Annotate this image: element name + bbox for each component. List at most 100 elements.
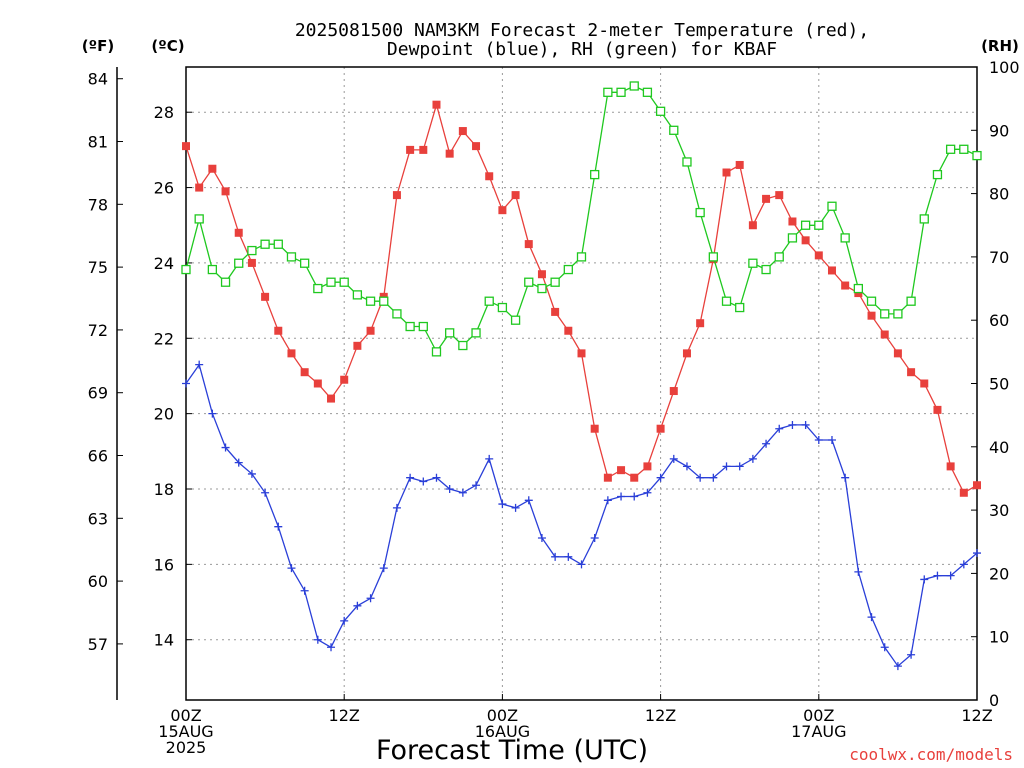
temperature-point (973, 481, 981, 490)
rh-point (234, 258, 244, 268)
temperature-point (498, 206, 507, 215)
x-tick-label: 12Z (961, 706, 992, 725)
dewpoint-point (300, 586, 309, 595)
rh-point (576, 252, 587, 262)
rh-point (906, 296, 916, 306)
rh-point (510, 315, 521, 325)
rh-point (827, 201, 837, 211)
credit-text: coolwx.com/models (849, 745, 1013, 764)
rh-point (655, 106, 666, 116)
rh-point (524, 277, 534, 287)
rh-tick-label: 50 (989, 375, 1009, 394)
rh-point (392, 309, 402, 319)
dewpoint-point (946, 571, 955, 580)
temperature-point (722, 168, 731, 177)
rh-point (181, 264, 191, 275)
celsius-tick-label: 24 (154, 254, 174, 273)
rh-point (286, 252, 297, 262)
dewpoint-point (524, 496, 533, 505)
temperature-point (287, 349, 296, 358)
dewpoint-point (801, 420, 810, 429)
dewpoint-point (432, 473, 441, 482)
temperature-point (603, 473, 612, 482)
celsius-tick-label: 22 (154, 329, 174, 348)
rh-tick-label: 20 (989, 564, 1009, 583)
x-tick-label: 15AUG (158, 722, 213, 741)
rh-point (866, 296, 877, 306)
rh-tick-label: 70 (989, 248, 1009, 267)
rh-point (642, 87, 653, 97)
temperature-point (419, 145, 428, 154)
temperature-point (472, 142, 481, 151)
dewpoint-point (893, 662, 902, 671)
dewpoint-point (564, 552, 573, 561)
dewpoint-point (643, 488, 652, 497)
dewpoint-point (472, 481, 481, 490)
dewpoint-point (195, 360, 204, 369)
chart-title-line-2: Dewpoint (blue), RH (green) for KBAF (387, 39, 777, 60)
rh-point (932, 169, 943, 180)
temperature-point (801, 236, 810, 245)
rh-unit-label: (RH) (981, 37, 1019, 55)
rh-point (735, 302, 745, 313)
dewpoint-point (854, 567, 863, 576)
x-tick-label: 00Z (803, 706, 834, 725)
temperature-point (195, 183, 204, 192)
temperature-point (577, 349, 586, 358)
temperature-point (537, 270, 546, 279)
temperature-point (208, 164, 217, 173)
rh-tick-label: 0 (989, 691, 999, 710)
x-tick-label: 12Z (329, 706, 360, 725)
temperature-point (867, 311, 876, 320)
temperature-point (353, 341, 362, 350)
rh-point (629, 81, 639, 91)
rh-point (590, 169, 600, 180)
temperature-point (590, 424, 599, 433)
fahrenheit-tick-label: 75 (88, 258, 108, 277)
temperature-point (775, 191, 784, 200)
dewpoint-point (682, 462, 691, 471)
x-tick-label: 17AUG (791, 722, 846, 741)
dewpoint-point (973, 549, 981, 558)
dewpoint-point (327, 643, 336, 652)
dewpoint-point (933, 571, 942, 580)
rh-point (194, 214, 204, 224)
temperature-point (340, 375, 349, 384)
temperature-point (682, 349, 691, 358)
temperature-point (920, 379, 929, 388)
dewpoint-point (867, 613, 876, 622)
rh-point (563, 264, 573, 275)
rh-point (616, 87, 626, 97)
dewpoint-point (603, 496, 612, 505)
rh-tick-label: 10 (989, 628, 1009, 647)
rh-point (919, 214, 929, 224)
temperature-point (182, 142, 190, 151)
dewpoint-point (419, 477, 428, 486)
temperature-point (735, 160, 744, 169)
dewpoint-point (485, 454, 494, 463)
fahrenheit-tick-label: 57 (88, 635, 108, 654)
dewpoint-point (445, 485, 454, 493)
rh-series (181, 81, 982, 357)
rh-tick-label: 80 (989, 185, 1009, 204)
temperature-point (406, 145, 415, 154)
rh-tick-label: 30 (989, 501, 1009, 520)
fahrenheit-tick-label: 72 (88, 321, 108, 340)
rh-point (445, 328, 455, 338)
temperature-point (643, 462, 652, 471)
rh-point (313, 283, 323, 294)
dewpoint-point (630, 492, 639, 501)
dewpoint-point (551, 552, 560, 561)
rh-line (185, 85, 978, 354)
fahrenheit-tick-label: 84 (88, 70, 108, 89)
rh-point (669, 125, 679, 135)
temperature-point (485, 172, 494, 181)
rh-point (682, 157, 692, 167)
temperature-point (392, 191, 401, 200)
dewpoint-point (590, 533, 599, 542)
x-tick-label: 16AUG (475, 722, 530, 741)
rh-point (471, 328, 481, 338)
fahrenheit-tick-label: 69 (88, 384, 108, 403)
temperature-point (234, 228, 243, 237)
temperature-point (880, 330, 889, 339)
